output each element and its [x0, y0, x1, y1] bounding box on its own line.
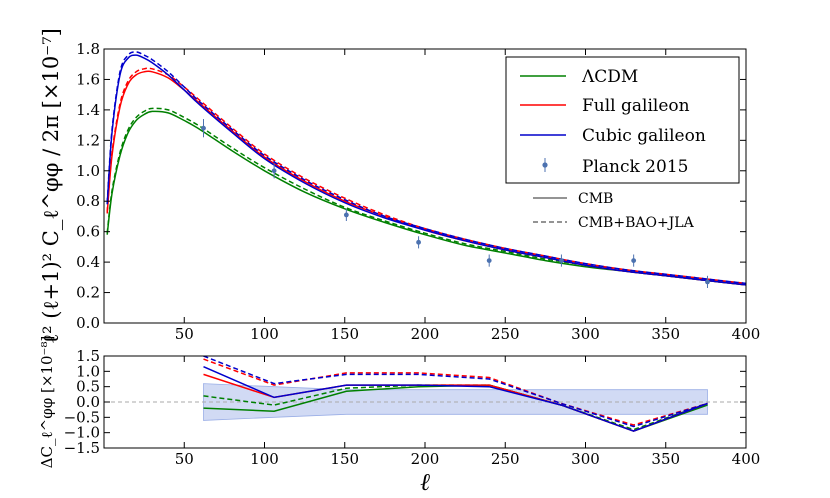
main-y-tick-label: 1.6 [76, 70, 100, 88]
residual-x-tick-label: 50 [175, 450, 194, 468]
main-y-tick-label: 0.8 [76, 192, 100, 210]
planck-point [486, 258, 492, 263]
main-x-tick-label: 100 [250, 325, 279, 343]
legend-label-cubic-galileon: Cubic galileon [582, 126, 706, 146]
legend-label-lcdm: ΛCDM [581, 67, 638, 87]
residual-y-tick-label: 1.0 [76, 362, 100, 380]
residual-y-axis-label: ΔC_ℓ^φφ [×10⁻⁸] [38, 336, 56, 469]
main-x-tick-label: 50 [175, 325, 194, 343]
main-panel: 50 100 150 200 250 300 350 400 0.0 0.2 0.4 0.6 0.8 1… [76, 40, 760, 343]
main-series-cdm-cmb [106, 110, 746, 286]
main-x-tick-label: 400 [732, 325, 761, 343]
residual-x-tick-label: 100 [250, 450, 279, 468]
residual-y-tick-label: 0.0 [76, 393, 100, 411]
main-y-tick-label: 0.6 [76, 223, 100, 241]
legend-label-planck: Planck 2015 [582, 157, 688, 177]
main-y-axis-label: ℓ² (ℓ+1)² C_ℓ^φφ / 2π [×10⁻⁷] [39, 28, 63, 344]
main-y-tick-label: 1.8 [76, 40, 100, 58]
x-axis-label: ℓ [420, 468, 430, 496]
main-x-tick-label: 350 [651, 325, 680, 343]
residual-y-tick-label: −1.0 [64, 424, 100, 442]
residual-panel: 50 100 150 200 250 300 350 400 −1.5−1.0−0.50.00… [64, 347, 761, 468]
residual-x-tick-label: 250 [491, 450, 520, 468]
main-x-tick-label: 250 [491, 325, 520, 343]
style-label-cmb: CMB [578, 191, 613, 207]
planck-point [201, 125, 206, 131]
main-y-tick-label: 1.0 [76, 162, 100, 180]
residual-series-cdm-cmb-bao-jla [203, 384, 708, 431]
main-series-full-galileon-cmb-bao-jla [106, 67, 746, 285]
residual-x-tick-label: 150 [330, 450, 359, 468]
planck-point [559, 258, 564, 263]
main-y-tick-label: 1.2 [76, 131, 100, 149]
residual-x-tick-label: 300 [571, 450, 600, 468]
planck-point [343, 212, 349, 218]
main-series-cubic-galileon-cmb-bao-jla [106, 51, 746, 285]
main-y-tick-label: 1.4 [76, 101, 100, 119]
style-legend: CMB CMB+BAO+JLA [533, 191, 695, 231]
legend-label-full-galileon: Full galileon [582, 96, 690, 116]
legend-swatch-planck-marker [542, 162, 548, 168]
residual-y-tick-label: −0.5 [64, 408, 100, 426]
main-y-tick-label: 0.4 [76, 253, 100, 271]
residual-x-tick-label: 350 [651, 450, 680, 468]
main-x-tick-label: 150 [330, 325, 359, 343]
residual-series-cubic-galileon-cmb [203, 366, 708, 432]
main-series-cubic-galileon-cmb [106, 54, 746, 286]
planck-point [416, 239, 421, 245]
main-x-tick-label: 200 [411, 325, 440, 343]
residual-y-tick-label: 1.5 [76, 347, 100, 365]
residual-x-tick-label: 200 [411, 450, 440, 468]
legend: ΛCDM Full galileon Cubic galileon Planck… [505, 56, 740, 184]
residual-series-cubic-galileon-cmb-bao-jla [203, 356, 708, 428]
planck-point [631, 258, 637, 263]
residual-y-tick-label: −1.5 [64, 439, 100, 457]
main-y-tick-label: 0.2 [76, 284, 100, 302]
residual-y-tick-label: 0.5 [76, 378, 100, 396]
style-label-cmb-bao-jla: CMB+BAO+JLA [578, 215, 695, 231]
main-x-tick-label: 300 [571, 325, 600, 343]
residual-x-tick-label: 400 [732, 450, 761, 468]
main-y-tick-label: 0.0 [76, 314, 100, 332]
planck-point [271, 168, 277, 174]
planck-point [705, 279, 710, 285]
residual-series-full-galileon-cmb-bao-jla [203, 358, 708, 426]
